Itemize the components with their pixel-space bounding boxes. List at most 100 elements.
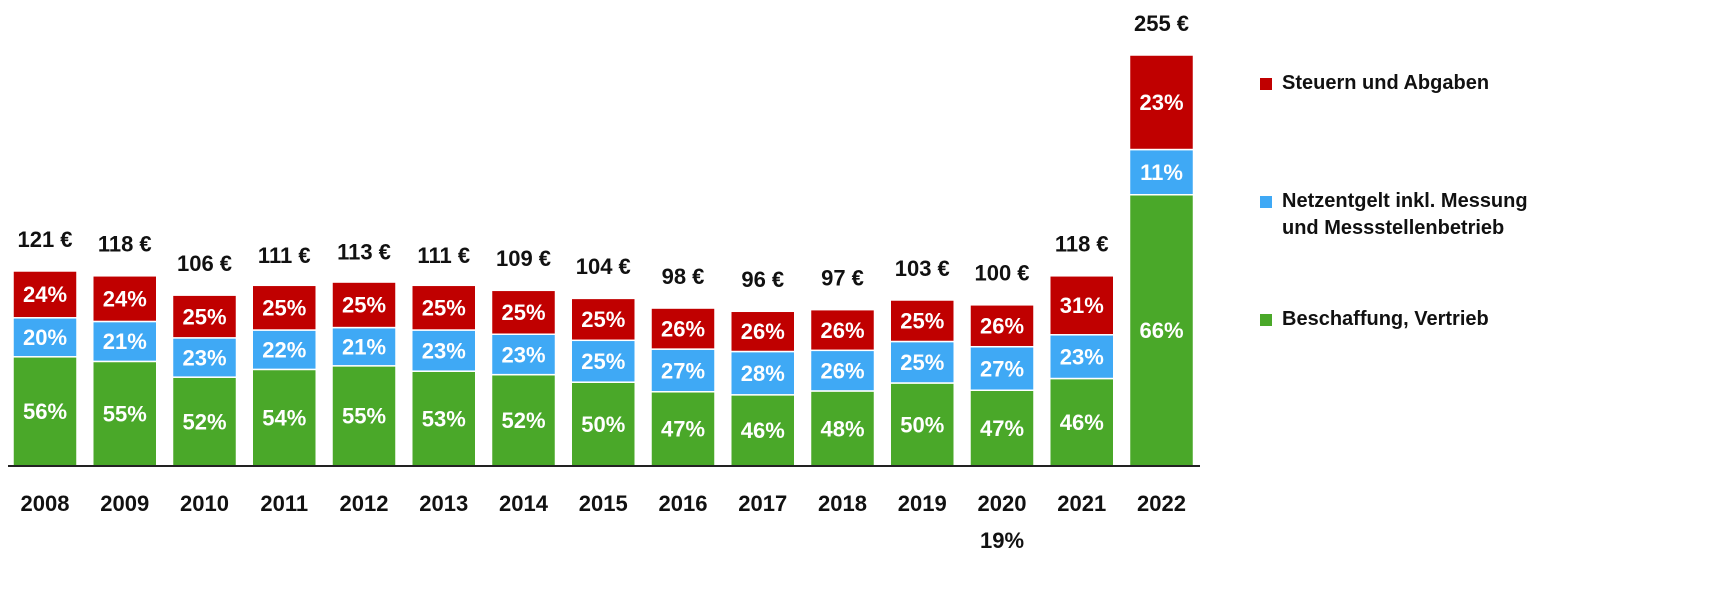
x-tick-label: 2019 [898,491,947,516]
segment-label: 54% [262,406,306,431]
x-tick-label: 2015 [579,491,628,516]
bar-segment [411,370,477,467]
segment-label: 22% [262,338,306,363]
bar-segment [809,349,876,392]
bar-segment [570,339,636,383]
bar-segment [92,360,158,467]
bar-segment [331,281,397,329]
total-label: 96 € [741,267,784,292]
x-tick-label: 2010 [180,491,229,516]
segment-label: 50% [581,412,625,437]
bar-segment [411,284,477,331]
x-tick-label: 2017 [738,491,787,516]
segment-label: 26% [820,318,864,343]
segment-label: 47% [980,416,1024,441]
total-label: 118 € [1055,232,1109,257]
bar-segment [251,329,317,371]
total-label: 109 € [496,246,551,271]
x-tick-label: 2021 [1057,491,1106,516]
legend-item: Netzentgelt inkl. Messung und Messstelle… [1260,188,1560,306]
total-label: 103 € [895,256,950,281]
x-tick-label: 2013 [419,491,468,516]
segment-label: 48% [820,416,864,441]
bar-segment [251,368,317,467]
total-label: 98 € [662,264,705,289]
bar-segment [809,390,876,467]
segment-label: 52% [182,409,226,434]
segment-label: 24% [103,286,147,311]
segment-label: 31% [1060,293,1104,318]
bar-segment [1128,193,1195,467]
legend-label: Beschaffung, Vertrieb [1282,308,1489,330]
total-label: 111 € [417,243,470,268]
legend-item: Beschaffung, Vertrieb [1260,306,1560,424]
x-tick-label: 2009 [100,491,149,516]
bar-segment [12,356,78,467]
total-label: 111 € [258,243,311,268]
bar-segment [171,294,238,339]
segment-label: 46% [741,418,785,443]
bar-segment [12,270,78,319]
legend-swatch [1260,314,1272,326]
segment-label: 23% [1060,344,1104,369]
segment-label: 27% [980,356,1024,381]
legend-swatch [1260,196,1272,208]
x-tick-label: 2016 [659,491,708,516]
total-label: 104 € [576,254,631,279]
segment-label: 23% [1139,90,1183,115]
segment-label: 26% [741,319,785,344]
legend-label: Netzentgelt inkl. Messung und Messstelle… [1282,190,1528,239]
bar-segment [331,365,397,467]
segment-label: 25% [501,300,545,325]
x-tick-label: 2014 [499,491,549,516]
total-label: 97 € [821,265,864,290]
bar-segment [92,275,158,323]
segment-label: 25% [581,307,625,332]
bar-segment [251,284,317,331]
segment-label: 52% [501,408,545,433]
segment-label: 25% [342,293,386,318]
bar-segment [650,391,716,467]
bar-segment [1128,148,1195,196]
bar-segment [889,299,955,343]
bar-segment [570,297,636,342]
x-tick-label: 2020 [978,491,1027,516]
bar-segment [650,348,716,393]
bar-segment [969,389,1035,467]
segment-label: 26% [980,314,1024,339]
total-label: 118 € [98,232,152,257]
legend: Steuern und Abgaben Netzentgelt inkl. Mes… [1260,70,1560,424]
bar-segment [1049,275,1115,336]
x-tick-label: 2022 [1137,491,1186,516]
segment-label: 28% [741,361,785,386]
segment-label: 53% [422,406,466,431]
segment-label: 46% [1060,410,1104,435]
total-label: 113 € [337,240,391,265]
segment-label: 23% [501,342,545,367]
segment-label: 25% [900,309,944,334]
segment-label: 25% [262,295,306,320]
bar-segment [969,345,1035,391]
segment-label: 25% [581,349,625,374]
segment-label: 56% [23,399,67,424]
bar-segment [889,340,955,384]
segment-label: 26% [661,316,705,341]
bar-segment [1128,54,1195,151]
total-label: 255 € [1134,11,1189,36]
total-label: 121 € [17,227,72,252]
segment-label: 23% [422,338,466,363]
bar-segment [171,337,238,378]
x-tick-label: 2008 [21,491,70,516]
bar-segment [92,320,158,363]
segment-label: 66% [1139,318,1183,343]
total-label: 106 € [177,251,232,276]
segment-label: 26% [820,358,864,383]
bar-segment [969,304,1035,348]
bar-segment [1049,377,1115,467]
segment-label: 21% [342,335,386,360]
legend-swatch [1260,78,1272,90]
total-label: 100 € [974,261,1029,286]
segment-label: 25% [422,295,466,320]
